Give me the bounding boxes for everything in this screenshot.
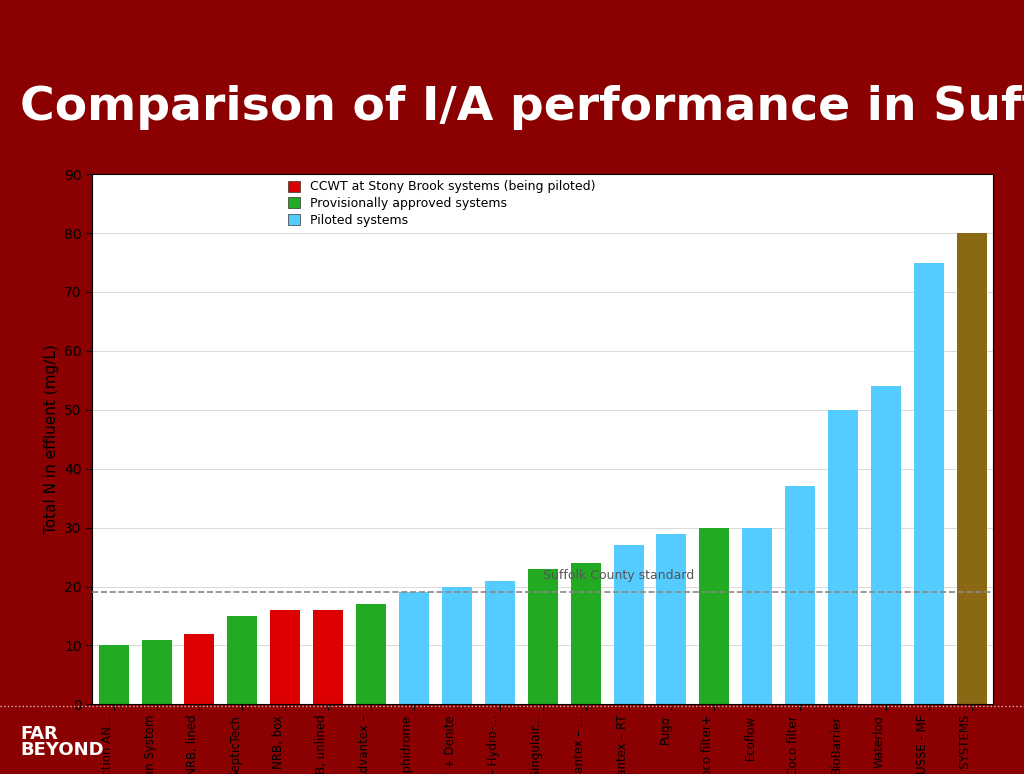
- Y-axis label: Total N in effluent (mg/L): Total N in effluent (mg/L): [44, 344, 58, 534]
- Bar: [570, 563, 601, 704]
- Bar: [785, 486, 815, 704]
- Bar: [828, 409, 858, 704]
- Text: FAR
BEYOND: FAR BEYOND: [20, 724, 104, 759]
- Text: Comparison of I/A performance in Suffolk County: Comparison of I/A performance in Suffolk…: [20, 85, 1024, 130]
- Text: Suffolk County standard: Suffolk County standard: [543, 569, 694, 582]
- Bar: [399, 592, 429, 704]
- Bar: [871, 386, 901, 704]
- Bar: [356, 604, 386, 704]
- Bar: [484, 580, 515, 704]
- Legend: CCWT at Stony Brook systems (being piloted), Provisionally approved systems, Pil: CCWT at Stony Brook systems (being pilot…: [288, 180, 596, 227]
- Bar: [442, 587, 472, 704]
- Bar: [527, 569, 558, 704]
- Bar: [956, 233, 987, 704]
- Bar: [141, 639, 172, 704]
- Bar: [313, 610, 343, 704]
- Text: 🛡 Stony Brook University: 🛡 Stony Brook University: [31, 18, 224, 33]
- Bar: [98, 646, 129, 704]
- Bar: [699, 528, 729, 704]
- Bar: [656, 533, 686, 704]
- Bar: [227, 616, 257, 704]
- Bar: [613, 545, 643, 704]
- Bar: [184, 634, 214, 704]
- Bar: [742, 528, 772, 704]
- Bar: [270, 610, 300, 704]
- Bar: [913, 262, 944, 704]
